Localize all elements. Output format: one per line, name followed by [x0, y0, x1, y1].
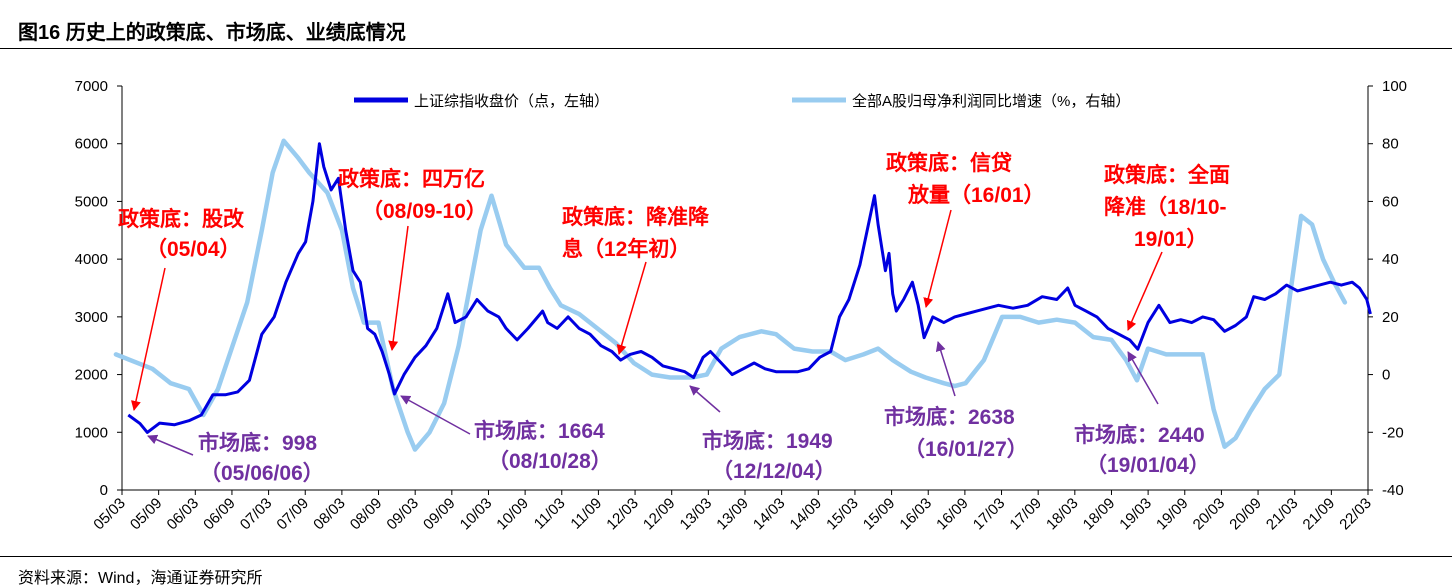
index-close-line: [127, 142, 1372, 434]
x-axis-tick-label: 17/03: [970, 495, 1009, 534]
profit-growth-line: [113, 138, 1348, 452]
market-bottom-label: （16/01/27）: [904, 437, 1028, 461]
x-axis-tick-label: 06/03: [164, 495, 203, 534]
x-axis-tick-label: 20/03: [1190, 495, 1229, 534]
x-axis-tick-label: 07/09: [273, 495, 312, 534]
right-axis-tick-label: 40: [1382, 251, 1399, 268]
x-axis-tick-label: 11/09: [567, 495, 605, 533]
x-axis-tick-label: 19/09: [1153, 495, 1192, 534]
policy-bottom-arrow: [388, 225, 409, 351]
market-bottom-arrow: [147, 434, 194, 456]
x-axis-tick-label: 05/03: [90, 495, 129, 534]
left-axis-tick-label: 7000: [75, 78, 108, 95]
policy-bottom-arrow: [923, 209, 952, 308]
policy-bottom-label: 息（12年初）: [562, 237, 690, 261]
market-bottom-label: （05/06/06）: [200, 461, 324, 485]
right-axis-tick-label: 0: [1382, 367, 1390, 384]
x-axis-tick-label: 14/09: [787, 495, 826, 534]
policy-bottom-arrow: [616, 261, 647, 355]
policy-bottom-label: 政策底：降准降: [562, 205, 710, 229]
x-axis-tick-label: 19/03: [1116, 495, 1155, 534]
policy-bottom-arrow: [131, 267, 166, 411]
source-divider: [0, 556, 1452, 557]
x-axis-tick-label: 14/03: [750, 495, 789, 534]
x-axis-tick-label: 08/03: [310, 495, 349, 534]
left-axis-tick-label: 1000: [75, 424, 108, 441]
right-axis-tick-label: 60: [1382, 193, 1399, 210]
x-axis-tick-label: 09/03: [383, 495, 422, 534]
market-bottom-label: （12/12/04）: [712, 459, 836, 483]
x-axis-tick-label: 16/09: [933, 495, 972, 534]
x-axis-tick-label: 20/09: [1226, 495, 1265, 534]
right-axis-tick-label: -40: [1382, 482, 1404, 499]
market-bottom-arrow: [400, 395, 471, 435]
x-axis-tick-label: 06/09: [200, 495, 239, 534]
market-bottom-arrow: [689, 385, 721, 413]
x-axis-tick-label: 11/03: [531, 495, 569, 533]
left-axis-tick-label: 0: [100, 482, 108, 499]
market-bottom-arrow: [1127, 351, 1159, 405]
left-axis-tick-label: 6000: [75, 136, 108, 153]
market-bottom-label: （19/01/04）: [1086, 453, 1210, 477]
source-note: 资料来源：Wind，海通证券研究所: [18, 570, 263, 587]
x-axis-tick-label: 13/03: [677, 495, 716, 534]
x-axis-tick-label: 09/09: [420, 495, 459, 534]
x-axis-tick-label: 18/09: [1080, 495, 1119, 534]
x-axis-tick-label: 16/03: [896, 495, 935, 534]
market-bottom-label: 市场底：1664: [474, 419, 605, 443]
title-divider: [0, 48, 1452, 49]
x-axis-tick-label: 05/09: [127, 495, 166, 534]
x-axis-tick-label: 10/09: [493, 495, 532, 534]
x-axis-tick-label: 22/03: [1336, 495, 1375, 534]
right-axis-tick-label: 100: [1382, 78, 1407, 95]
policy-bottom-label: 降准（18/10-: [1104, 195, 1227, 219]
x-axis-tick-label: 15/03: [823, 495, 862, 534]
right-axis-tick-label: -20: [1382, 424, 1404, 441]
policy-bottom-label: 政策底：信贷: [886, 151, 1012, 175]
right-axis-tick-label: 80: [1382, 136, 1399, 153]
x-axis-tick-label: 12/09: [640, 495, 679, 534]
chart: 0 1000 2000 3000 4000 5000 6000 7000 -40 -20 0 20 40…: [75, 78, 1407, 534]
market-bottom-label: （08/10/28）: [488, 449, 612, 473]
policy-bottom-label: 政策底：四万亿: [338, 167, 485, 191]
x-axis-tick-label: 21/09: [1300, 495, 1339, 534]
left-axis-tick-label: 4000: [75, 251, 108, 268]
market-bottom-arrow: [935, 341, 956, 397]
right-axis-tick-label: 20: [1382, 309, 1399, 326]
legend-index-label: 上证综指收盘价（点，左轴）: [414, 92, 609, 110]
x-axis-tick-label: 07/03: [237, 495, 276, 534]
policy-bottom-arrow: [1127, 251, 1163, 331]
x-axis-tick-label: 17/09: [1006, 495, 1045, 534]
legend-profit-label: 全部A股归母净利润同比增速（%，右轴）: [852, 92, 1130, 110]
market-bottom-label: 市场底：1949: [702, 429, 833, 453]
policy-bottom-label: 放量（16/01）: [907, 183, 1045, 207]
x-axis-tick-label: 13/09: [713, 495, 752, 534]
x-axis-tick-label: 15/09: [860, 495, 899, 534]
left-axis-tick-label: 5000: [75, 193, 108, 210]
x-axis-tick-label: 10/03: [457, 495, 496, 534]
market-bottom-label: 市场底：2638: [884, 405, 1015, 429]
x-axis-tick-label: 12/03: [603, 495, 642, 534]
policy-bottom-label: 政策底：全面: [1104, 163, 1230, 187]
left-axis-tick-label: 2000: [75, 367, 108, 384]
market-bottom-label: 市场底：998: [198, 431, 317, 455]
policy-bottom-label: （08/09-10）: [362, 199, 487, 223]
policy-bottom-label: 19/01）: [1134, 227, 1208, 251]
x-axis-tick-label: 08/09: [347, 495, 386, 534]
policy-bottom-label: （05/04）: [146, 237, 241, 261]
figure-title: 图16 历史上的政策底、市场底、业绩底情况: [18, 22, 406, 44]
market-bottom-label: 市场底：2440: [1074, 423, 1205, 447]
policy-bottom-label: 政策底：股改: [118, 207, 245, 231]
x-axis-tick-label: 21/03: [1263, 495, 1302, 534]
x-axis-tick-label: 18/03: [1043, 495, 1082, 534]
left-axis-tick-label: 3000: [75, 309, 108, 326]
